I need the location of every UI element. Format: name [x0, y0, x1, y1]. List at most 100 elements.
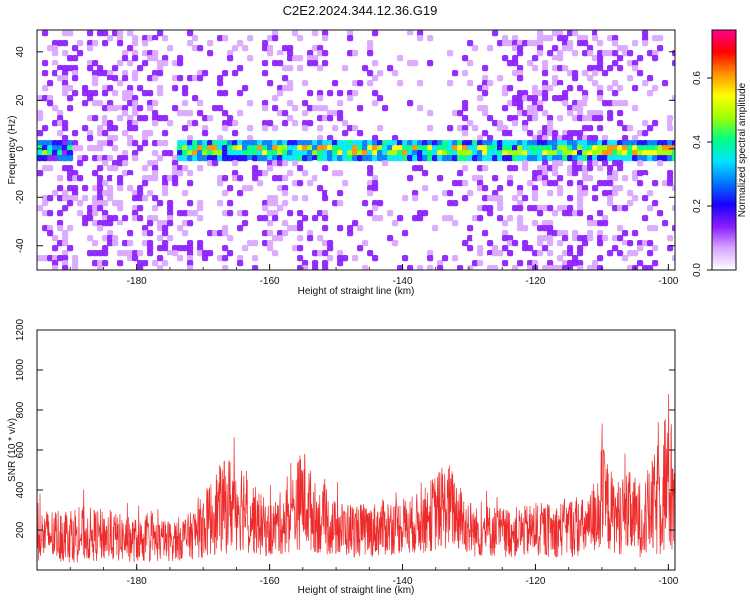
spectrogram-cell	[482, 130, 489, 137]
spectrogram-cell	[247, 155, 254, 162]
spectrogram-cell	[122, 110, 129, 117]
spectrogram-cell	[547, 240, 554, 247]
spectrogram-cell	[117, 250, 124, 257]
figure-title: C2E2.2024.344.12.36.G19	[282, 3, 438, 18]
spectrogram-cell	[457, 150, 464, 157]
x-tick-label: -160	[260, 576, 280, 587]
spectrogram-cell	[307, 140, 314, 147]
spectrogram-cell	[662, 150, 669, 157]
spectrogram-cell	[122, 95, 129, 102]
spectrogram-cell	[267, 145, 274, 152]
spectrogram-cell	[502, 35, 509, 42]
spectrogram-cell	[72, 70, 79, 77]
spectrogram-cell	[597, 65, 604, 72]
spectrogram-cell	[452, 255, 459, 262]
spectrogram-cell	[197, 200, 204, 207]
spectrogram-cell	[217, 75, 224, 82]
spectrogram-cell	[597, 50, 604, 57]
spectrogram-cell	[542, 150, 549, 157]
spectrogram-cell	[507, 200, 514, 207]
spectrogram-cell	[492, 250, 499, 257]
spectrogram-cell	[402, 140, 409, 147]
spectrogram-cell	[287, 80, 294, 87]
spectrogram-cell	[137, 215, 144, 222]
colorbar-tick-label: 0.4	[692, 135, 703, 149]
spectrogram-cell	[307, 180, 314, 187]
spectrogram-cell	[102, 90, 109, 97]
snr-series-line	[37, 394, 675, 563]
spectrogram-cell	[347, 145, 354, 152]
spectrogram-cell	[397, 140, 404, 147]
spectrogram-cell	[612, 205, 619, 212]
spectrogram-cell	[522, 240, 529, 247]
spectrogram-cell	[142, 230, 149, 237]
spectrogram-cell	[172, 180, 179, 187]
spectrogram-cell	[137, 65, 144, 72]
spectrogram-cell	[482, 205, 489, 212]
spectrogram-cell	[197, 45, 204, 52]
spectrogram-cell	[62, 65, 69, 72]
spectrogram-cell	[52, 60, 59, 67]
spectrogram-cell	[197, 155, 204, 162]
spectrogram-cell	[42, 85, 49, 92]
spectrogram-cell	[517, 205, 524, 212]
spectrogram-cell	[482, 145, 489, 152]
spectrogram-cell	[552, 180, 559, 187]
spectrogram-cell	[502, 125, 509, 132]
spectrogram-cell	[102, 220, 109, 227]
spectrogram-cell	[72, 145, 79, 152]
spectrogram-cell	[492, 245, 499, 252]
spectrogram-cell	[227, 235, 234, 242]
spectrogram-cell	[577, 150, 584, 157]
spectrogram-cell	[132, 110, 139, 117]
spectrogram-cell	[367, 185, 374, 192]
spectrogram-cell	[352, 50, 359, 57]
spectrogram-cell	[262, 100, 269, 107]
spectrogram-cell	[177, 55, 184, 62]
spectrogram-cell	[177, 245, 184, 252]
spectrogram-cell	[647, 250, 654, 257]
spectrogram-cell	[92, 195, 99, 202]
y-tick-label: 20	[15, 94, 26, 106]
spectrogram-cell	[172, 60, 179, 67]
spectrogram-cell	[87, 45, 94, 52]
spectrogram-cell	[622, 50, 629, 57]
spectrogram-cell	[552, 170, 559, 177]
spectrogram-cell	[547, 265, 554, 270]
spectrogram-cell	[227, 150, 234, 157]
spectrogram-cell	[607, 195, 614, 202]
spectrogram-cell	[412, 145, 419, 152]
spectrogram-cell	[107, 120, 114, 127]
spectrogram-cell	[457, 110, 464, 117]
spectrogram-cell	[247, 240, 254, 247]
spectrogram-cell	[147, 240, 154, 247]
spectrogram-cell	[427, 125, 434, 132]
spectrogram-cell	[157, 70, 164, 77]
spectrogram-cell	[547, 50, 554, 57]
spectrogram-cell	[557, 55, 564, 62]
spectrogram-cell	[247, 145, 254, 152]
spectrogram-cell	[227, 115, 234, 122]
spectrogram-cell	[217, 140, 224, 147]
spectrogram-cell	[437, 155, 444, 162]
spectrogram-cell	[477, 140, 484, 147]
spectrogram-cell	[307, 235, 314, 242]
colorbar: 0.00.20.40.6 Normalized spectral amplitu…	[692, 29, 748, 277]
spectrogram-cell	[217, 90, 224, 97]
spectrogram-cell	[372, 180, 379, 187]
spectrogram-cell	[167, 235, 174, 242]
spectrogram-cell	[337, 140, 344, 147]
spectrogram-cell	[472, 150, 479, 157]
spectrogram-cell	[42, 125, 49, 132]
spectrogram-cell	[87, 210, 94, 217]
spectrogram-cell	[487, 255, 494, 262]
spectrogram-cell	[307, 50, 314, 57]
spectrogram-cell	[337, 90, 344, 97]
spectrogram-cell	[107, 135, 114, 142]
spectrogram-cell	[567, 60, 574, 67]
colorbar-tick-label: 0.0	[692, 263, 703, 277]
spectrogram-cell	[537, 145, 544, 152]
spectrogram-cell	[497, 140, 504, 147]
spectrogram-cell	[102, 130, 109, 137]
spectrogram-cell	[207, 155, 214, 162]
